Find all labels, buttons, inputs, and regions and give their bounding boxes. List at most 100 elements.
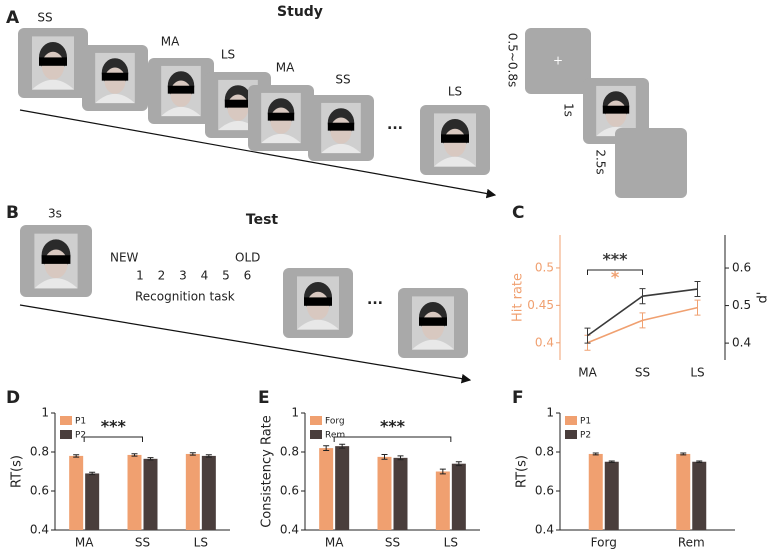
scale-number: 3 (179, 269, 187, 283)
error-bar (397, 455, 404, 461)
shoulders (412, 339, 454, 350)
fixation-card (525, 28, 591, 94)
error-bar (680, 452, 687, 456)
ellipsis: ... (367, 292, 383, 308)
x-tick-label: SS (385, 536, 400, 550)
shoulders (32, 79, 74, 90)
error-bar (131, 453, 138, 457)
significance: *** (602, 250, 628, 269)
error-bar (89, 471, 96, 476)
shoulders (321, 143, 361, 154)
blank-card (615, 128, 687, 198)
bar (588, 453, 603, 530)
eye-mask (41, 255, 71, 264)
legend-swatch (60, 430, 72, 439)
error-bar (696, 460, 703, 464)
x-tick-label: SS (635, 366, 650, 380)
scale-number: 4 (201, 269, 209, 283)
bar (201, 455, 216, 530)
scale-number: 1 (136, 269, 144, 283)
significance-bracket (587, 269, 643, 275)
timing: 2.5s (594, 149, 608, 174)
title: Test (246, 212, 279, 228)
scale-number: 6 (244, 269, 252, 283)
significance-bracket (333, 436, 452, 442)
error-bar (439, 468, 446, 475)
error-bar (189, 452, 196, 456)
shoulders (34, 278, 78, 289)
y-tick-label: 0.4 (280, 523, 299, 537)
error-bar (381, 454, 388, 460)
y-tick-label: 0.5 (535, 260, 554, 274)
eye-mask (304, 297, 332, 306)
y-tick-label: 0.8 (280, 445, 299, 459)
bar (604, 461, 619, 530)
legend-label: P1 (75, 417, 86, 427)
significance: *** (101, 417, 127, 436)
y-axis-label: Hit rate (511, 273, 526, 322)
bar (85, 473, 100, 530)
bar (69, 455, 84, 530)
panel-label: E (258, 388, 270, 408)
y-tick-label: 0.45 (527, 298, 554, 312)
x-tick-label: MA (578, 366, 597, 380)
legend-swatch (310, 430, 322, 439)
y-axis-label: Consistency Rate (260, 415, 275, 528)
shoulders (297, 319, 339, 330)
panel-label: B (6, 203, 19, 223)
y-tick-label: 0.8 (30, 445, 49, 459)
x-tick-label: SS (135, 536, 150, 550)
condition-label: SS (37, 11, 52, 25)
y-tick-label: 0.6 (30, 484, 49, 498)
error-bar (205, 454, 212, 458)
x-tick-label: MA (325, 536, 344, 550)
y-tick-label: 1 (41, 406, 49, 420)
x-tick-label: LS (444, 536, 458, 550)
condition-label: SS (335, 73, 350, 87)
legend-swatch (310, 416, 322, 425)
eye-mask (39, 57, 67, 66)
scale-number: 2 (158, 269, 166, 283)
y-tick-label: 0.4 (535, 523, 554, 537)
bar (143, 458, 158, 530)
error-bar (455, 461, 462, 467)
y-tick-label: 0.4 (535, 335, 554, 349)
panel-label: A (6, 8, 20, 28)
y2-tick-label: 0.5 (732, 298, 751, 312)
condition-label: MA (161, 35, 180, 49)
timing: 1s (562, 103, 576, 117)
x-tick-label: LS (690, 366, 704, 380)
bar (676, 453, 691, 530)
panel-label: F (512, 388, 524, 408)
scale-right: OLD (235, 251, 260, 265)
bar (393, 457, 408, 530)
panel-label: D (6, 388, 20, 408)
legend-swatch (565, 416, 577, 425)
ellipsis: ... (387, 117, 403, 133)
y2-tick-label: 0.4 (732, 336, 751, 350)
x-tick-label: Rem (678, 536, 705, 550)
panel-label: C (512, 203, 524, 223)
face (443, 128, 467, 157)
error-bar (639, 312, 646, 329)
y-tick-label: 0.6 (535, 484, 554, 498)
error-bar (694, 281, 701, 298)
error-bar (694, 299, 701, 316)
y-tick-label: 1 (291, 406, 299, 420)
scale-left: NEW (110, 251, 139, 265)
error-bar (584, 327, 591, 344)
bar (127, 454, 142, 530)
error-bar (592, 452, 599, 456)
shoulders (161, 106, 201, 117)
shoulders (261, 133, 301, 144)
error-bar (608, 460, 615, 464)
legend-label: P2 (580, 431, 591, 441)
duration: 3s (48, 207, 62, 221)
title: Study (277, 4, 323, 20)
bar (185, 453, 200, 530)
condition-label: LS (448, 85, 462, 99)
x-tick-label: MA (75, 536, 94, 550)
eye-mask (441, 134, 469, 143)
timing: 0.5~0.8s (506, 33, 520, 87)
eye-mask (101, 72, 129, 81)
